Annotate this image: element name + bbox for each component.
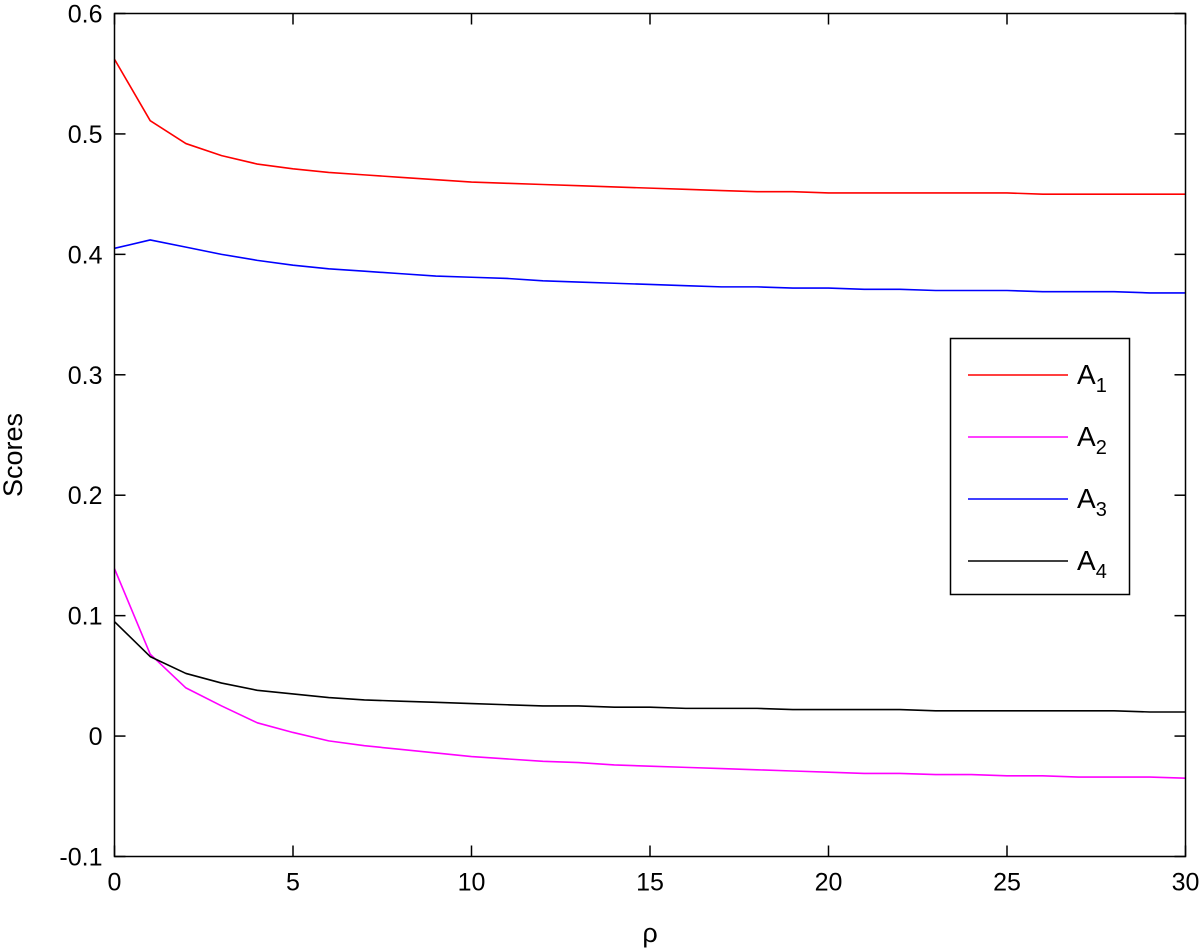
legend-box (949, 337, 1131, 596)
y-tick-label: 0.1 (68, 603, 103, 631)
series-line-a2 (113, 568, 1186, 780)
legend: A1 A2 A3 A4 (949, 337, 1131, 596)
ticks-layer: 0 5 10 15 20 25 30-0.100.10.20.30.40.50.6 (59, 1, 1199, 897)
y-tick-label: 0 (89, 723, 103, 751)
series-line-a3 (114, 239, 1186, 294)
plot-frame (113, 12, 1187, 858)
x-tick-label: 25 (993, 869, 1021, 897)
legend-label-a4: A4 (1077, 545, 1107, 583)
x-tick-label: 5 (286, 869, 300, 897)
y-tick-label: 0.4 (68, 241, 103, 269)
series-line-a4 (113, 621, 1186, 713)
series-layer (113, 58, 1186, 780)
legend-label-a2: A2 (1077, 421, 1107, 459)
x-tick-label: 15 (636, 869, 664, 897)
series-line-a1 (113, 58, 1186, 195)
legend-label-a1: A1 (1077, 359, 1107, 397)
y-tick-label: 0.2 (68, 482, 103, 510)
legend-label-a3: A3 (1077, 483, 1107, 521)
x-tick-label: 10 (458, 869, 486, 897)
x-tick-label: 0 (108, 869, 122, 897)
y-tick-label: 0.6 (68, 1, 103, 29)
y-tick-label: -0.1 (59, 844, 102, 872)
x-tick-label: 30 (1172, 869, 1200, 897)
y-tick-label: 0.3 (68, 362, 103, 390)
x-tick-label: 20 (815, 869, 843, 897)
y-axis-label: Scores (0, 413, 28, 497)
y-tick-label: 0.5 (68, 121, 103, 149)
x-axis-label: ρ (642, 918, 657, 948)
